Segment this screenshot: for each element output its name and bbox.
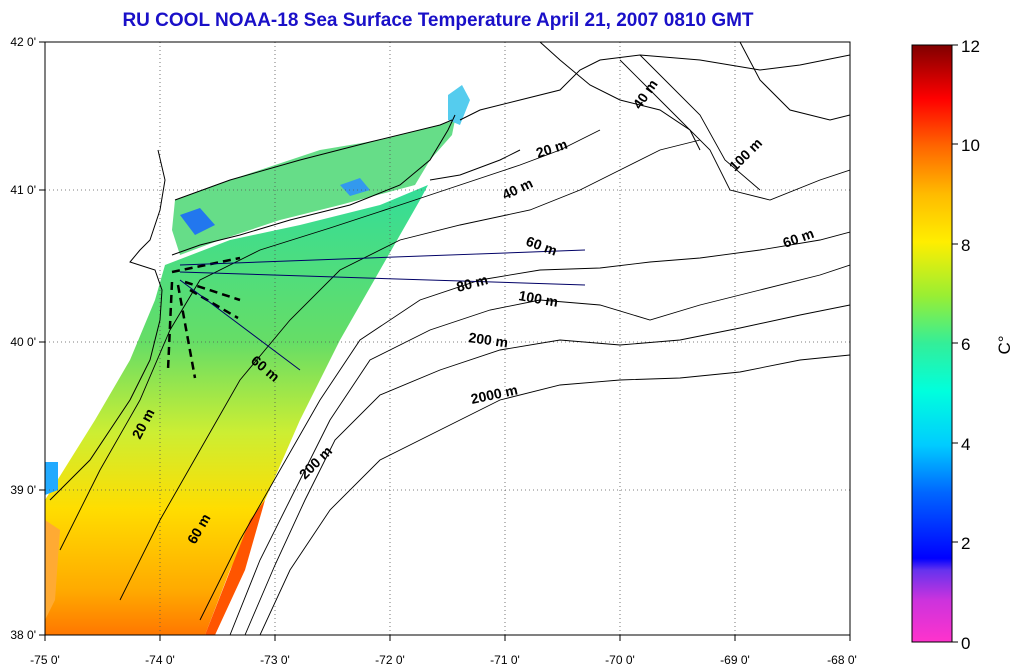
contour-label: 100 m (517, 287, 559, 310)
transect-lines (166, 256, 241, 379)
colorbar-gradient (911, 44, 953, 643)
colorbar-tick-label: 8 (961, 236, 970, 255)
coastline (49, 42, 850, 501)
lat-tick-label: 38 0' (10, 628, 36, 642)
plot-area: 20 m 40 m 40 m 60 m 80 m 100 m 100 m 60 … (45, 42, 850, 635)
colorbar-tick-label: 0 (961, 634, 970, 653)
lat-tick-labels: 42 0' 41 0' 40 0' 39 0' 38 0' (10, 35, 36, 642)
lon-tick-label: -68 0' (827, 653, 857, 667)
sst-swath (45, 85, 470, 635)
lon-tick-label: -74 0' (145, 653, 175, 667)
lat-tick-label: 42 0' (10, 35, 36, 49)
map-title: RU COOL NOAA-18 Sea Surface Temperature … (122, 10, 753, 31)
lon-tick-label: -70 0' (605, 653, 635, 667)
axis-ticks (39, 41, 851, 641)
contour-label: 200 m (468, 329, 510, 350)
lon-tick-label: -75 0' (30, 653, 60, 667)
lon-tick-label: -72 0' (375, 653, 405, 667)
colorbar-tick-label: 12 (961, 37, 980, 56)
lon-tick-label: -69 0' (720, 653, 750, 667)
plot-frame (44, 41, 851, 636)
colorbar-tick-label: 2 (961, 534, 970, 553)
transect-thin-lines (179, 249, 586, 371)
lat-tick-label: 39 0' (10, 483, 36, 497)
colorbar-tick-label: 6 (961, 335, 970, 354)
colorbar-tick-label: 10 (961, 136, 980, 155)
lon-tick-label: -71 0' (490, 653, 520, 667)
lon-tick-label: -73 0' (260, 653, 290, 667)
colorbar: 12 10 8 6 4 2 0 C° (911, 37, 1014, 653)
colorbar-unit-label: C° (995, 335, 1014, 354)
lat-tick-label: 41 0' (10, 183, 36, 197)
lon-tick-labels: -75 0' -74 0' -73 0' -72 0' -71 0' -70 0… (30, 653, 857, 667)
colorbar-tick-label: 4 (961, 435, 970, 454)
lat-tick-label: 40 0' (10, 335, 36, 349)
bathymetry-contours (59, 54, 850, 635)
contour-label: 80 m (455, 271, 490, 295)
